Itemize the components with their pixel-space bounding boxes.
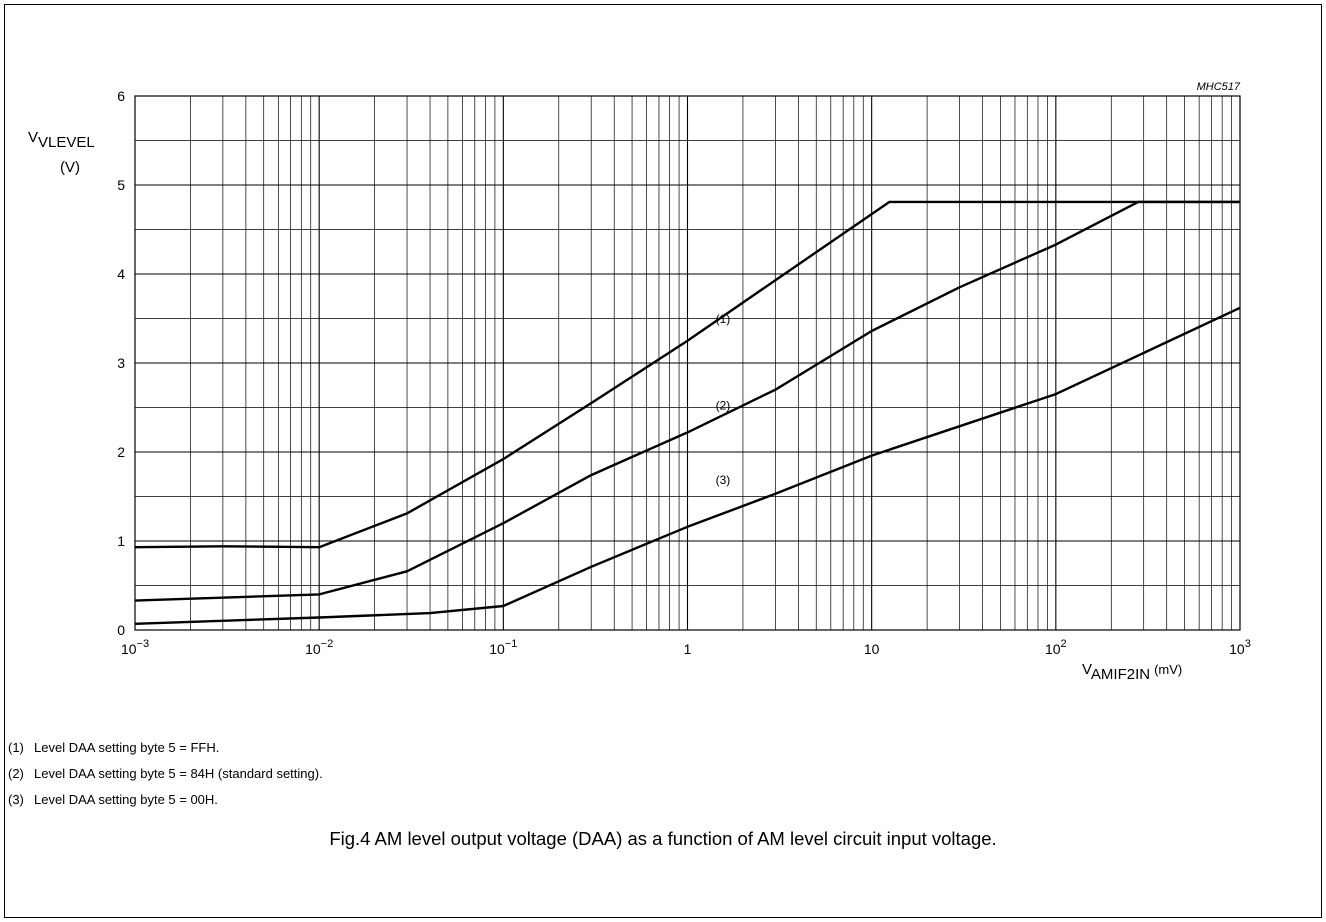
x-tick-label: 10−3 [121, 638, 149, 657]
plot-border [134, 95, 1241, 631]
y-tick-label: 5 [117, 177, 125, 193]
y-axis-label-main: V [28, 129, 38, 146]
ticks: 0 1 2 3 4 5 6 10−3 10−2 10−1 1 10 102 103 [117, 88, 1251, 657]
x-axis-label: VAMIF2IN (mV) [1082, 661, 1182, 683]
note-2-text: Level DAA setting byte 5 = 84H (standard… [34, 766, 323, 781]
note-3-number: (3) [8, 792, 24, 807]
curves: (1) (2) (3) [134, 200, 1241, 625]
x-tick-label: 10 [864, 641, 880, 657]
series-label-3: (3) [716, 473, 731, 487]
x-axis-label-unit: (mV) [1154, 662, 1182, 677]
y-axis-label-sub: VLEVEL [38, 134, 95, 151]
series-line-2 [134, 200, 1240, 602]
x-tick-label: 10−2 [305, 638, 333, 657]
x-axis-label-main: V [1082, 661, 1092, 678]
note-1-number: (1) [8, 740, 24, 755]
x-tick-label: 1 [684, 641, 692, 657]
figure-caption: Fig.4 AM level output voltage (DAA) as a… [329, 828, 997, 849]
y-tick-label: 0 [117, 622, 125, 638]
x-tick-label: 102 [1045, 638, 1067, 657]
note-1: (1) Level DAA setting byte 5 = FFH. [8, 740, 219, 755]
note-3-text: Level DAA setting byte 5 = 00H. [34, 792, 218, 807]
x-tick-label: 103 [1229, 638, 1251, 657]
y-tick-label: 4 [117, 266, 125, 282]
chart: (1) (2) (3) 0 1 2 3 4 5 6 10−3 10−2 10−1 1 10 102 103 M… [28, 81, 1251, 683]
x-axis-label-sub: AMIF2IN [1091, 666, 1150, 683]
series-line-1 [134, 200, 1240, 549]
figure-frame [4, 4, 1322, 918]
x-tick-label: 10−1 [489, 638, 517, 657]
y-tick-label: 2 [117, 444, 125, 460]
y-axis-unit: (V) [60, 159, 80, 176]
series-label-2: (2) [716, 398, 731, 412]
note-3: (3) Level DAA setting byte 5 = 00H. [8, 792, 218, 807]
note-1-text: Level DAA setting byte 5 = FFH. [34, 740, 220, 755]
y-tick-label: 3 [117, 355, 125, 371]
grid [135, 96, 1240, 630]
y-tick-label: 1 [117, 533, 125, 549]
series-label-1: (1) [716, 312, 731, 326]
y-axis-label: VVLEVEL [28, 129, 95, 151]
chart-code: MHC517 [1197, 81, 1241, 93]
note-2: (2) Level DAA setting byte 5 = 84H (stand… [8, 766, 323, 781]
note-2-number: (2) [8, 766, 24, 781]
y-tick-label: 6 [117, 88, 125, 104]
series-line-3 [134, 306, 1241, 625]
